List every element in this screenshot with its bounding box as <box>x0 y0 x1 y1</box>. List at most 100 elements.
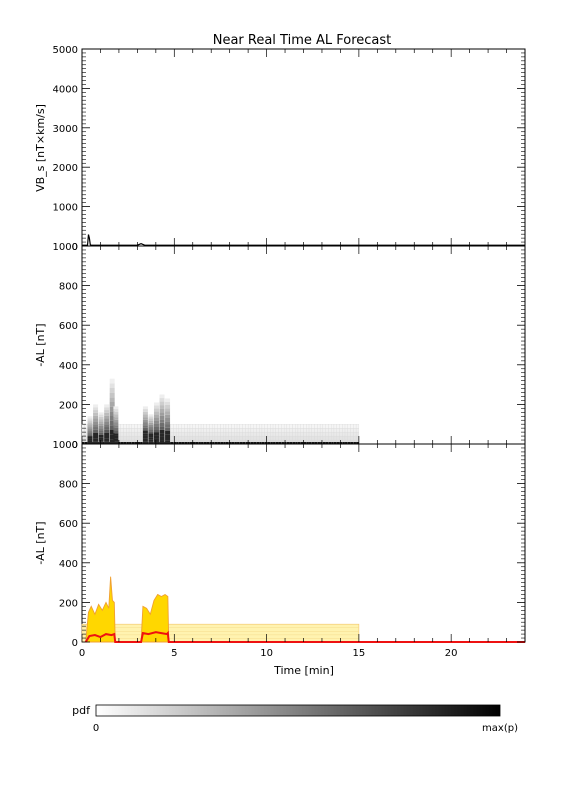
heatmap-cell <box>178 424 182 429</box>
heatmap-cell <box>225 435 229 441</box>
heatmap-cell <box>289 424 293 429</box>
heatmap-cell <box>314 442 318 444</box>
heatmap-cell <box>223 428 227 433</box>
heatmap-cell <box>350 424 354 429</box>
panel-vbs-frame <box>81 48 526 247</box>
heatmap-cell <box>142 417 148 420</box>
heatmap-cell <box>81 428 85 433</box>
heatmap-cell <box>175 431 180 437</box>
heatmap-cell <box>159 422 165 427</box>
heatmap-cell <box>344 435 348 441</box>
heatmap-cell <box>192 442 196 444</box>
heatmap-cell <box>195 442 199 444</box>
heatmap-cell <box>286 428 290 433</box>
ytick-label: 4000 <box>53 84 78 95</box>
heatmap-cell <box>297 442 301 444</box>
heatmap-cell <box>308 428 312 433</box>
heatmap-cell <box>153 432 159 436</box>
heatmap-cell <box>247 435 252 441</box>
ytick-label: 600 <box>59 519 78 530</box>
heatmap-cell <box>93 438 99 442</box>
heatmap-cell <box>306 424 310 429</box>
heatmap-cell <box>184 431 188 437</box>
heatmap-cell <box>253 428 257 433</box>
ytick-label: 800 <box>59 282 78 293</box>
heatmap-cell <box>192 428 196 433</box>
heatmap-cell <box>159 398 165 402</box>
heatmap-cell <box>165 411 171 415</box>
heatmap-cell <box>345 442 348 444</box>
heatmap-cell <box>137 428 141 433</box>
heatmap-cell <box>104 407 110 411</box>
heatmap-cell <box>281 435 285 441</box>
heatmap-cell <box>231 435 235 441</box>
heatmap-cell <box>311 424 315 429</box>
panel-al-pdf-ylabel: -AL [nT] <box>34 323 47 366</box>
heatmap-cell <box>139 435 144 441</box>
heatmap-cell <box>148 435 154 438</box>
heatmap-cell <box>126 428 130 433</box>
heatmap-cell <box>198 428 202 433</box>
heatmap-cell <box>81 431 85 437</box>
heatmap-cell <box>173 431 177 437</box>
heatmap-cell <box>148 429 154 432</box>
heatmap-cell <box>236 424 240 429</box>
heatmap-cell <box>278 424 282 429</box>
heatmap-cell <box>342 424 346 429</box>
heatmap-cell <box>297 431 301 437</box>
heatmap-cell <box>148 433 154 436</box>
heatmap-cell <box>109 392 115 398</box>
heatmap-cell <box>153 417 159 421</box>
heatmap-cell <box>242 442 246 444</box>
heatmap-cell <box>153 408 159 412</box>
ytick-label: 0 <box>72 242 78 253</box>
heatmap-cell <box>245 428 249 433</box>
heatmap-cell <box>245 442 249 444</box>
heatmap-cell <box>322 435 326 441</box>
heatmap-cell <box>148 439 154 442</box>
heatmap-cell <box>253 435 257 441</box>
heatmap-cell <box>128 435 132 441</box>
median-line <box>84 630 525 643</box>
heatmap-cell <box>203 431 207 437</box>
heatmap-cell <box>178 435 182 441</box>
heatmap-cell <box>264 431 268 437</box>
heatmap-cell <box>203 435 207 441</box>
heatmap-cell <box>261 431 265 437</box>
heatmap-cell <box>98 437 104 440</box>
heatmap-cell <box>353 435 357 441</box>
heatmap-cell <box>126 431 130 437</box>
heatmap-cell <box>148 422 154 425</box>
heatmap-cell <box>239 428 243 433</box>
heatmap-cell <box>142 438 148 442</box>
heatmap-cell <box>153 435 159 439</box>
heatmap-cell <box>181 428 185 433</box>
heatmap-cell <box>93 410 99 413</box>
heatmap-cell <box>148 427 154 430</box>
heatmap-cell <box>142 414 148 418</box>
heatmap-cell <box>153 411 159 415</box>
heatmap-cell <box>273 442 276 444</box>
heatmap-cell <box>331 435 335 441</box>
heatmap-cell <box>200 435 204 441</box>
heatmap-cell <box>123 424 127 429</box>
heatmap-cell <box>250 435 254 441</box>
heatmap-cell <box>159 426 165 430</box>
ytick-label: 5000 <box>53 45 78 56</box>
heatmap-cell <box>234 442 238 444</box>
heatmap-cell <box>297 428 301 433</box>
heatmap-cell <box>206 424 210 429</box>
heatmap-cell <box>250 428 254 433</box>
heatmap-cell <box>87 422 93 425</box>
heatmap-cell <box>142 441 148 444</box>
heatmap-cell <box>261 428 265 433</box>
heatmap-cell <box>272 424 276 429</box>
heatmap-cell <box>317 435 321 441</box>
heatmap-cell <box>355 428 360 433</box>
heatmap-cell <box>247 424 252 429</box>
heatmap-cell <box>200 428 204 433</box>
heatmap-cell <box>140 442 143 444</box>
heatmap-cell <box>306 431 310 437</box>
heatmap-cell <box>228 431 232 437</box>
heatmap-cell <box>214 442 218 444</box>
